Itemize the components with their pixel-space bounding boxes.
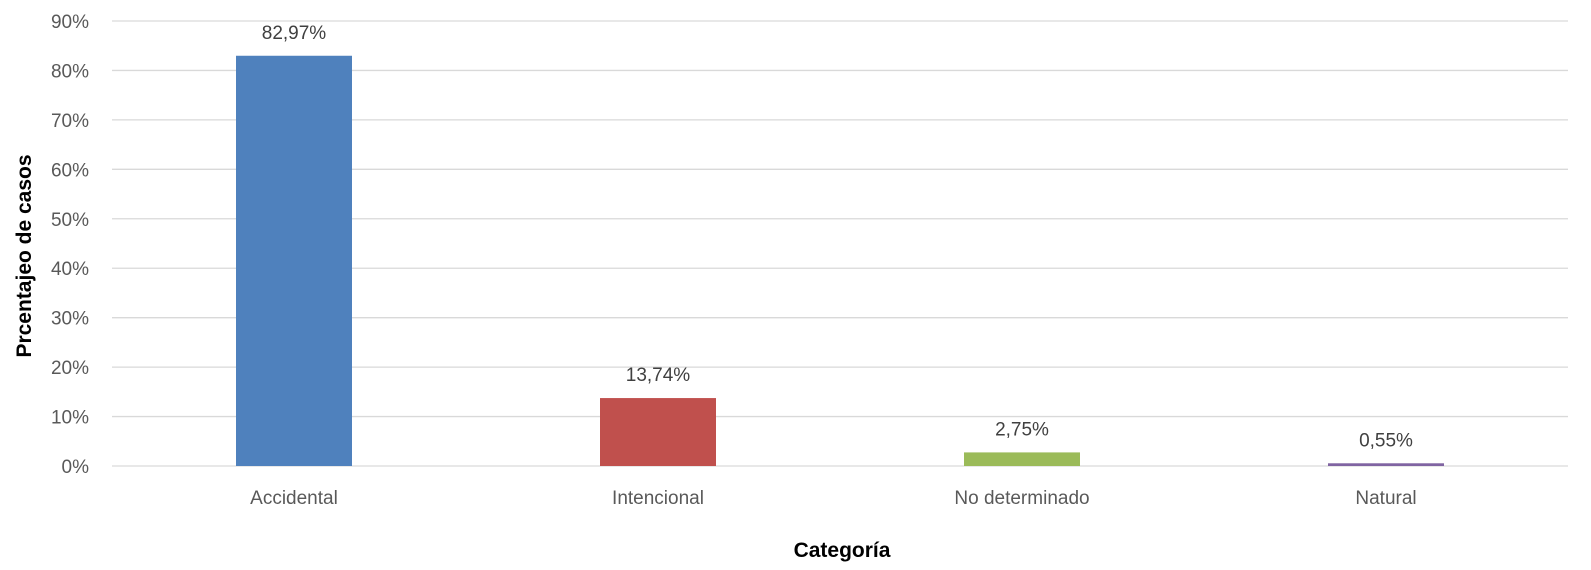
y-axis-title: Prcentajeo de casos xyxy=(13,154,36,357)
y-tick-label: 80% xyxy=(51,61,89,82)
data-labels: 82,97% 13,74% 2,75% 0,55% xyxy=(262,23,1413,452)
y-tick-label: 40% xyxy=(51,259,89,280)
y-axis-ticks: 0% 10% 20% 30% 40% 50% 60% 70% 80% 90% xyxy=(51,12,89,478)
data-label: 0,55% xyxy=(1359,430,1413,451)
x-axis-ticks: Accidental Intencional No determinado Natur… xyxy=(250,488,1416,509)
data-label: 13,74% xyxy=(626,365,691,386)
bars xyxy=(236,55,1444,466)
y-tick-label: 20% xyxy=(51,358,89,379)
y-tick-label: 50% xyxy=(51,210,89,231)
x-tick-label: Intencional xyxy=(612,488,704,509)
y-tick-label: 70% xyxy=(51,111,89,132)
x-tick-label: No determinado xyxy=(954,488,1089,509)
gridlines xyxy=(112,20,1568,467)
x-tick-label: Accidental xyxy=(250,488,338,509)
bar xyxy=(236,55,352,466)
y-tick-label: 90% xyxy=(51,12,89,33)
bar xyxy=(600,398,716,466)
x-tick-label: Natural xyxy=(1355,488,1416,509)
data-label: 2,75% xyxy=(995,419,1049,440)
y-tick-label: 60% xyxy=(51,160,89,181)
y-tick-label: 30% xyxy=(51,309,89,330)
y-tick-label: 0% xyxy=(62,457,90,478)
x-axis-title: Categoría xyxy=(794,539,891,562)
bar xyxy=(964,452,1080,466)
bar xyxy=(1328,463,1444,466)
data-label: 82,97% xyxy=(262,23,327,44)
y-tick-label: 10% xyxy=(51,408,89,429)
